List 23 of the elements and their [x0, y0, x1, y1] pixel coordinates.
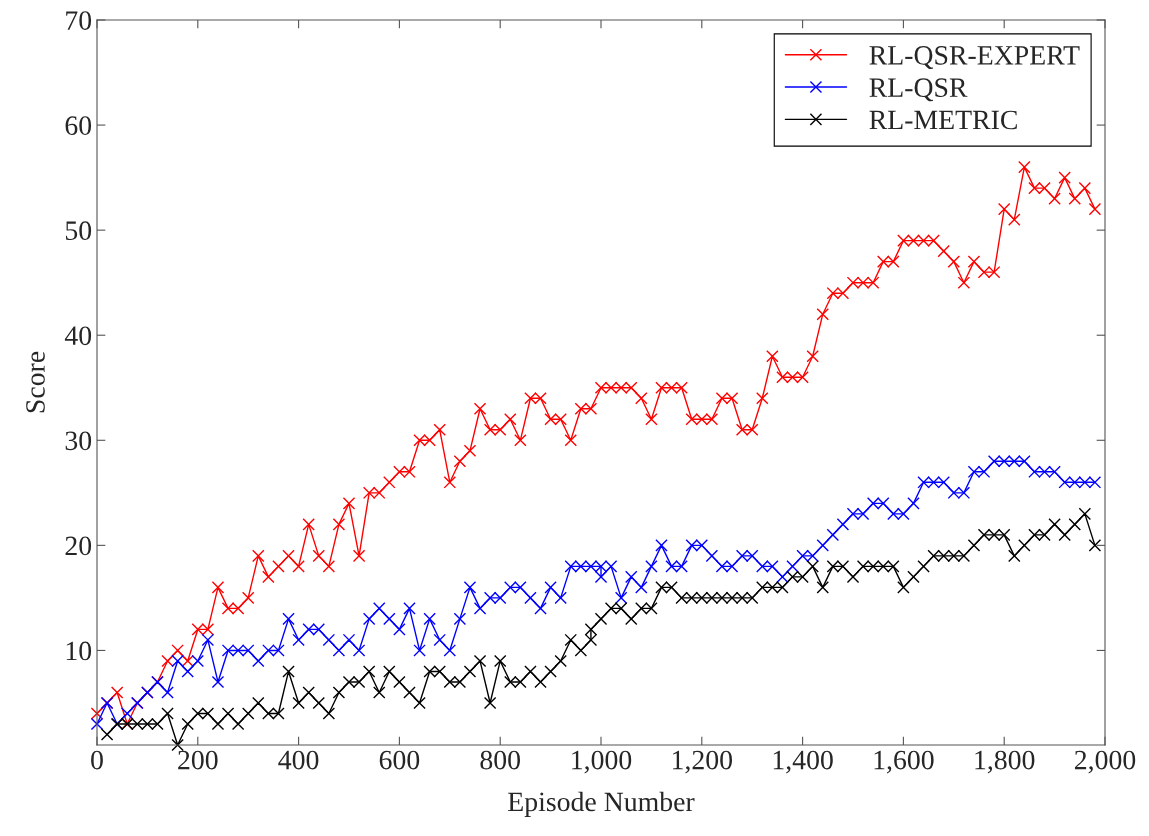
x-tick-label: 1,000	[572, 750, 632, 774]
x-tick-label: 2,000	[1074, 750, 1136, 774]
x-tick-label: 200	[178, 750, 218, 770]
y-axis-title: Score	[26, 351, 45, 413]
x-tick-label: 1,800	[975, 750, 1035, 774]
y-tick-label: 10	[66, 641, 92, 661]
x-tick-label: 1,400	[773, 750, 833, 774]
legend-label: RL-METRIC	[869, 110, 1017, 130]
x-tick-label: 0	[91, 750, 103, 770]
x-tick-label: 1,600	[874, 750, 934, 774]
y-tick-label: 40	[64, 326, 92, 346]
legend-label: RL-QSR-EXPERT	[869, 46, 1080, 69]
x-tick-label: 1,200	[672, 750, 732, 774]
y-tick-label: 20	[65, 536, 92, 556]
x-tick-label: 800	[480, 750, 520, 770]
y-tick-label: 30	[65, 431, 92, 451]
legend-label: RL-QSR	[869, 78, 968, 102]
y-tick-label: 70	[66, 11, 92, 30]
x-tick-label: 600	[379, 750, 420, 770]
x-tick-label: 400	[278, 750, 319, 770]
x-axis-title: Episode Number	[508, 791, 695, 817]
y-tick-label: 50	[65, 221, 92, 241]
y-tick-label: 60	[65, 116, 92, 135]
